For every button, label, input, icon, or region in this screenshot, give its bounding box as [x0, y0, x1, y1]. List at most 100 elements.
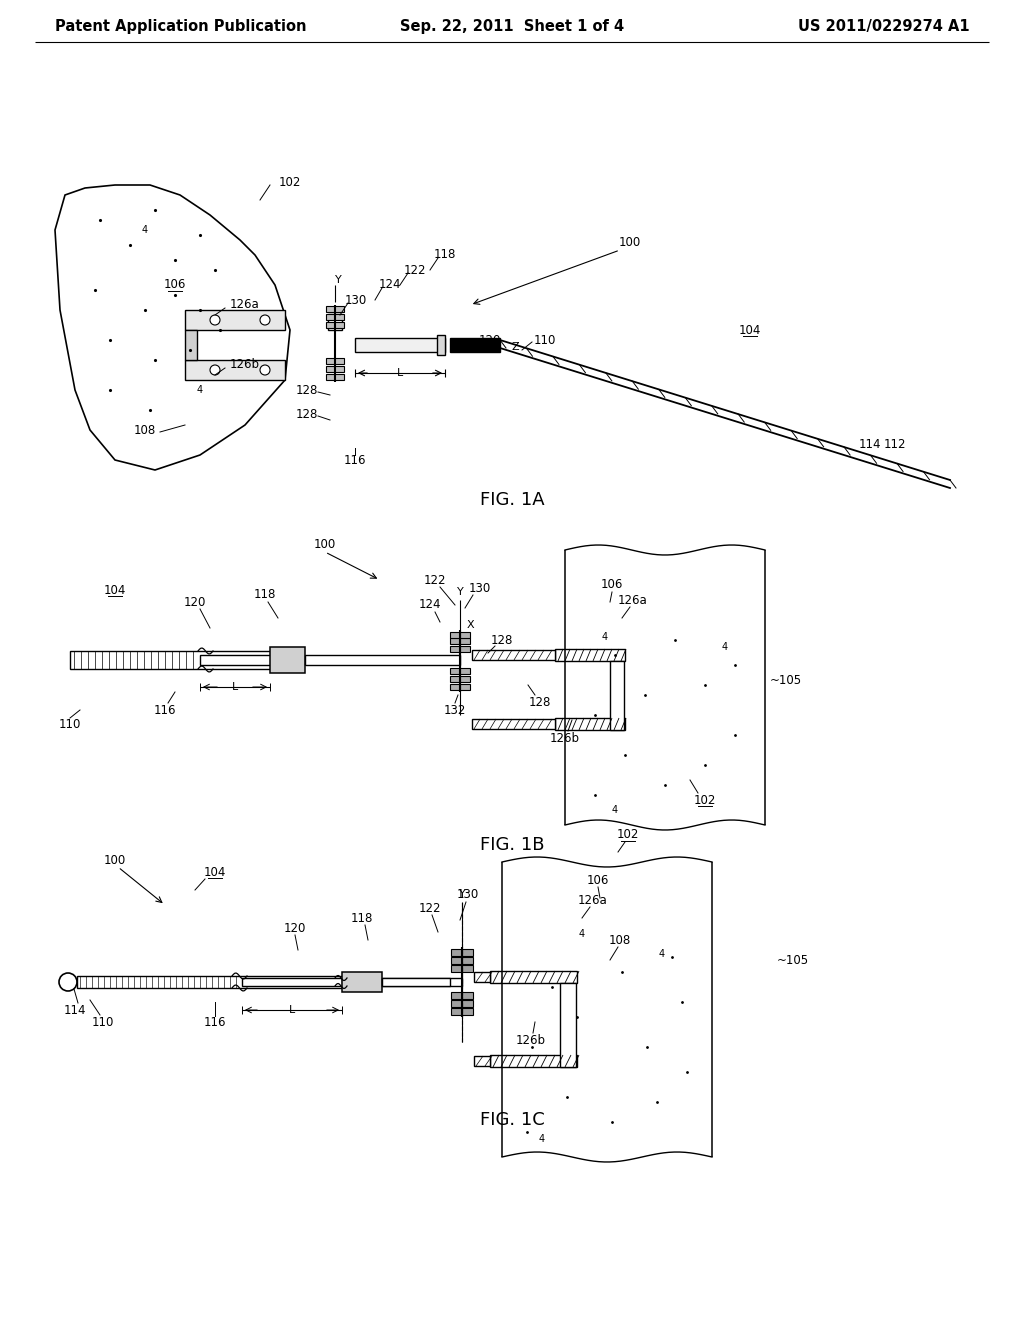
Text: US 2011/0229274 A1: US 2011/0229274 A1 — [799, 20, 970, 34]
Text: Y: Y — [335, 275, 341, 285]
Text: 122: 122 — [424, 573, 446, 586]
Text: 4: 4 — [539, 1134, 545, 1144]
Text: 116: 116 — [154, 704, 176, 717]
Text: 116: 116 — [344, 454, 367, 466]
Text: ~105: ~105 — [777, 953, 809, 966]
Text: 4: 4 — [602, 632, 608, 642]
Text: 110: 110 — [58, 718, 81, 731]
Bar — [610, 661, 624, 730]
Text: 104: 104 — [103, 583, 126, 597]
Bar — [451, 949, 473, 956]
Text: 128: 128 — [490, 634, 513, 647]
Bar — [450, 676, 470, 682]
Text: 126a: 126a — [618, 594, 648, 606]
Text: 100: 100 — [103, 854, 126, 866]
Text: 120: 120 — [479, 334, 501, 346]
Text: 126b: 126b — [516, 1034, 546, 1047]
Text: 100: 100 — [314, 539, 336, 552]
Text: Sep. 22, 2011  Sheet 1 of 4: Sep. 22, 2011 Sheet 1 of 4 — [400, 20, 624, 34]
Bar — [326, 314, 344, 319]
Text: FIG. 1A: FIG. 1A — [479, 491, 545, 510]
Text: 104: 104 — [204, 866, 226, 879]
Text: 124: 124 — [379, 279, 401, 292]
Text: 118: 118 — [351, 912, 373, 924]
Bar — [490, 1055, 577, 1067]
Text: Y: Y — [459, 888, 465, 899]
Circle shape — [210, 366, 220, 375]
Text: 114: 114 — [63, 1003, 86, 1016]
Bar — [472, 719, 555, 729]
Bar — [555, 649, 625, 661]
Text: 128: 128 — [296, 408, 318, 421]
Bar — [560, 983, 575, 1067]
Text: 106: 106 — [601, 578, 624, 591]
Text: 4: 4 — [612, 805, 618, 814]
Text: 4: 4 — [658, 949, 665, 960]
Bar — [451, 965, 473, 972]
Text: 124: 124 — [419, 598, 441, 611]
Text: Z: Z — [511, 342, 519, 352]
Bar — [451, 957, 473, 964]
Text: 106: 106 — [587, 874, 609, 887]
Bar — [200, 655, 280, 665]
Text: 4: 4 — [197, 385, 203, 395]
Bar — [326, 374, 344, 380]
Bar — [70, 651, 285, 669]
Bar — [450, 684, 470, 690]
Text: FIG. 1B: FIG. 1B — [480, 836, 544, 854]
Bar — [326, 322, 344, 327]
Text: Patent Application Publication: Patent Application Publication — [55, 20, 306, 34]
Bar — [555, 718, 625, 730]
Text: 100: 100 — [618, 236, 641, 249]
Bar — [328, 314, 342, 330]
Text: 4: 4 — [722, 642, 728, 652]
Bar — [450, 645, 470, 652]
Text: 120: 120 — [284, 921, 306, 935]
Text: 118: 118 — [254, 589, 276, 602]
Bar — [437, 335, 445, 355]
Text: L: L — [231, 682, 239, 692]
Bar — [450, 338, 500, 352]
Bar — [450, 668, 470, 675]
Circle shape — [260, 366, 270, 375]
Bar — [326, 306, 344, 312]
Bar — [270, 647, 305, 673]
Text: L: L — [289, 1005, 295, 1015]
Bar — [326, 358, 344, 364]
Bar — [451, 1008, 473, 1015]
Bar — [326, 366, 344, 372]
Text: 4: 4 — [579, 929, 585, 939]
Text: L: L — [397, 368, 403, 378]
Bar — [77, 975, 380, 987]
Bar — [185, 360, 285, 380]
Bar — [450, 632, 470, 638]
Text: 114: 114 — [859, 438, 882, 451]
Text: 102: 102 — [694, 793, 716, 807]
Text: 112: 112 — [884, 438, 906, 451]
Text: 132: 132 — [443, 704, 466, 717]
Text: 126b: 126b — [550, 731, 580, 744]
Text: 102: 102 — [616, 829, 639, 842]
Text: 118: 118 — [434, 248, 456, 261]
Bar — [474, 972, 490, 982]
Text: 126a: 126a — [230, 298, 260, 312]
Bar — [382, 978, 462, 986]
Text: 104: 104 — [738, 323, 761, 337]
Circle shape — [210, 315, 220, 325]
Text: 128: 128 — [528, 696, 551, 709]
Bar — [474, 1056, 490, 1067]
Bar — [185, 330, 197, 360]
Bar — [450, 638, 470, 644]
Circle shape — [59, 973, 77, 991]
Text: 126b: 126b — [230, 359, 260, 371]
Text: 102: 102 — [279, 177, 301, 190]
Bar — [451, 1001, 473, 1007]
Bar — [451, 993, 473, 999]
Text: 110: 110 — [92, 1015, 115, 1028]
Text: 108: 108 — [609, 933, 631, 946]
Bar — [185, 310, 285, 330]
Text: FIG. 1C: FIG. 1C — [479, 1111, 545, 1129]
Text: 122: 122 — [419, 902, 441, 915]
Bar — [490, 972, 577, 983]
Bar — [382, 978, 450, 986]
